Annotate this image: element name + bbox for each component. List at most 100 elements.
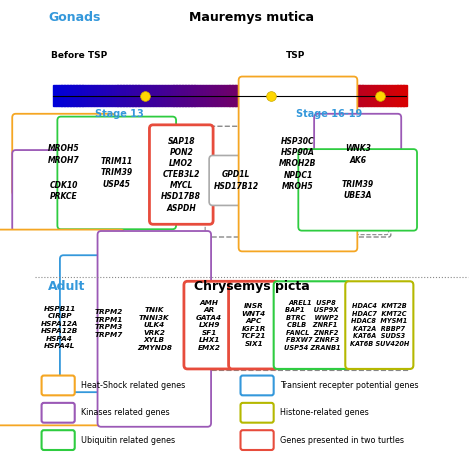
Bar	[327, 85, 330, 106]
FancyBboxPatch shape	[258, 131, 389, 235]
Bar	[64, 85, 68, 106]
Bar	[100, 85, 103, 106]
FancyBboxPatch shape	[240, 375, 273, 395]
Bar	[292, 85, 295, 106]
Bar	[58, 85, 62, 106]
Bar	[345, 85, 348, 106]
Text: CDK10
PRKCE: CDK10 PRKCE	[49, 181, 78, 201]
Bar	[403, 85, 407, 106]
Bar	[350, 85, 354, 106]
Bar	[273, 85, 277, 106]
Text: Before TSP: Before TSP	[51, 51, 107, 60]
Text: Mauremys mutica: Mauremys mutica	[189, 11, 314, 24]
FancyBboxPatch shape	[240, 403, 273, 423]
Bar	[271, 85, 274, 106]
Bar	[209, 85, 212, 106]
Bar	[120, 85, 124, 106]
Bar	[368, 85, 371, 106]
Bar	[200, 85, 203, 106]
FancyBboxPatch shape	[12, 150, 115, 232]
Bar	[330, 85, 333, 106]
Bar	[262, 85, 265, 106]
FancyBboxPatch shape	[42, 403, 75, 423]
Bar	[312, 85, 315, 106]
Bar	[188, 85, 191, 106]
FancyBboxPatch shape	[149, 125, 213, 224]
Bar	[244, 85, 247, 106]
Bar	[259, 85, 262, 106]
Bar	[303, 85, 307, 106]
Text: TRIM11
TRIM39
USP45: TRIM11 TRIM39 USP45	[100, 157, 133, 189]
Text: HDAC4  KMT2B
HDAC7  KMT2C
HDAC8  MYSM1
KAT2A  RBBP7
KAT6A  SUDS3
KAT6B SUV420H: HDAC4 KMT2B HDAC7 KMT2C HDAC8 MYSM1 KAT2…	[350, 303, 409, 347]
Bar	[371, 85, 374, 106]
Text: Stage 13: Stage 13	[95, 109, 143, 119]
Text: AREL1  USP8
BAP1    USP9X
BTRC    WWP2
CBLB   ZNRF1
FANCL  ZNRF2
FBXW7 ZNRF3
USP: AREL1 USP8 BAP1 USP9X BTRC WWP2 CBLB ZNR…	[284, 300, 340, 351]
Bar	[194, 85, 198, 106]
Text: TSP: TSP	[286, 51, 305, 60]
Bar	[359, 85, 363, 106]
Bar	[362, 85, 365, 106]
Bar	[268, 85, 271, 106]
FancyBboxPatch shape	[184, 281, 234, 369]
Text: AMH
AR
GATA4
LXH9
SF1
LHX1
EMX2: AMH AR GATA4 LXH9 SF1 LHX1 EMX2	[196, 300, 222, 351]
Text: Transient recepter potential genes: Transient recepter potential genes	[280, 381, 419, 390]
Bar	[300, 85, 303, 106]
Bar	[135, 85, 138, 106]
Bar	[126, 85, 130, 106]
Bar	[179, 85, 183, 106]
Text: HSP30C
HSP90A
MROH2B
NPDC1
MROH5: HSP30C HSP90A MROH2B NPDC1 MROH5	[279, 137, 317, 191]
Bar	[250, 85, 254, 106]
FancyBboxPatch shape	[60, 255, 158, 392]
Text: Histone-related genes: Histone-related genes	[280, 408, 369, 417]
Bar	[182, 85, 186, 106]
Bar	[156, 85, 159, 106]
Bar	[283, 85, 286, 106]
Bar	[324, 85, 327, 106]
Bar	[220, 85, 224, 106]
Text: Stage 16-19: Stage 16-19	[296, 109, 362, 119]
Bar	[365, 85, 368, 106]
Bar	[218, 85, 221, 106]
Text: Adult: Adult	[48, 280, 86, 293]
Bar	[176, 85, 180, 106]
Bar	[111, 85, 115, 106]
FancyBboxPatch shape	[98, 231, 211, 427]
Text: Ubiquitin related genes: Ubiquitin related genes	[82, 436, 175, 445]
Text: TNIK
TNNI3K
ULK4
VRK2
XYLB
ZMYND8: TNIK TNNI3K ULK4 VRK2 XYLB ZMYND8	[137, 307, 172, 351]
Bar	[79, 85, 82, 106]
Bar	[356, 85, 360, 106]
Bar	[147, 85, 150, 106]
Bar	[294, 85, 298, 106]
Text: MROH5
MROH7: MROH5 MROH7	[48, 145, 80, 164]
Bar	[318, 85, 321, 106]
Bar	[394, 85, 398, 106]
Bar	[389, 85, 392, 106]
Bar	[285, 85, 289, 106]
Bar	[288, 85, 292, 106]
FancyBboxPatch shape	[33, 282, 410, 370]
Bar	[309, 85, 312, 106]
Bar	[398, 85, 401, 106]
Text: INSR
WNT4
APC
IGF1R
TCF21
SIX1: INSR WNT4 APC IGF1R TCF21 SIX1	[241, 303, 266, 347]
Bar	[306, 85, 310, 106]
Bar	[97, 85, 100, 106]
Bar	[347, 85, 351, 106]
Text: HSPB11
CIRBP
HSPA12A
HSPA12B
HSPA4
HSPA4L: HSPB11 CIRBP HSPA12A HSPA12B HSPA4 HSPA4…	[41, 306, 78, 349]
Bar	[173, 85, 177, 106]
Bar	[70, 85, 73, 106]
Text: WNK3
AK6: WNK3 AK6	[345, 145, 371, 164]
Bar	[191, 85, 194, 106]
FancyBboxPatch shape	[35, 131, 205, 235]
Bar	[238, 85, 242, 106]
Bar	[338, 85, 342, 106]
Bar	[229, 85, 233, 106]
Bar	[103, 85, 106, 106]
Bar	[141, 85, 145, 106]
Bar	[53, 85, 56, 106]
Bar	[88, 85, 91, 106]
Bar	[297, 85, 301, 106]
Bar	[82, 85, 85, 106]
Text: Genes presented in two turtles: Genes presented in two turtles	[280, 436, 404, 445]
Bar	[341, 85, 345, 106]
Text: Gonads: Gonads	[48, 11, 100, 24]
